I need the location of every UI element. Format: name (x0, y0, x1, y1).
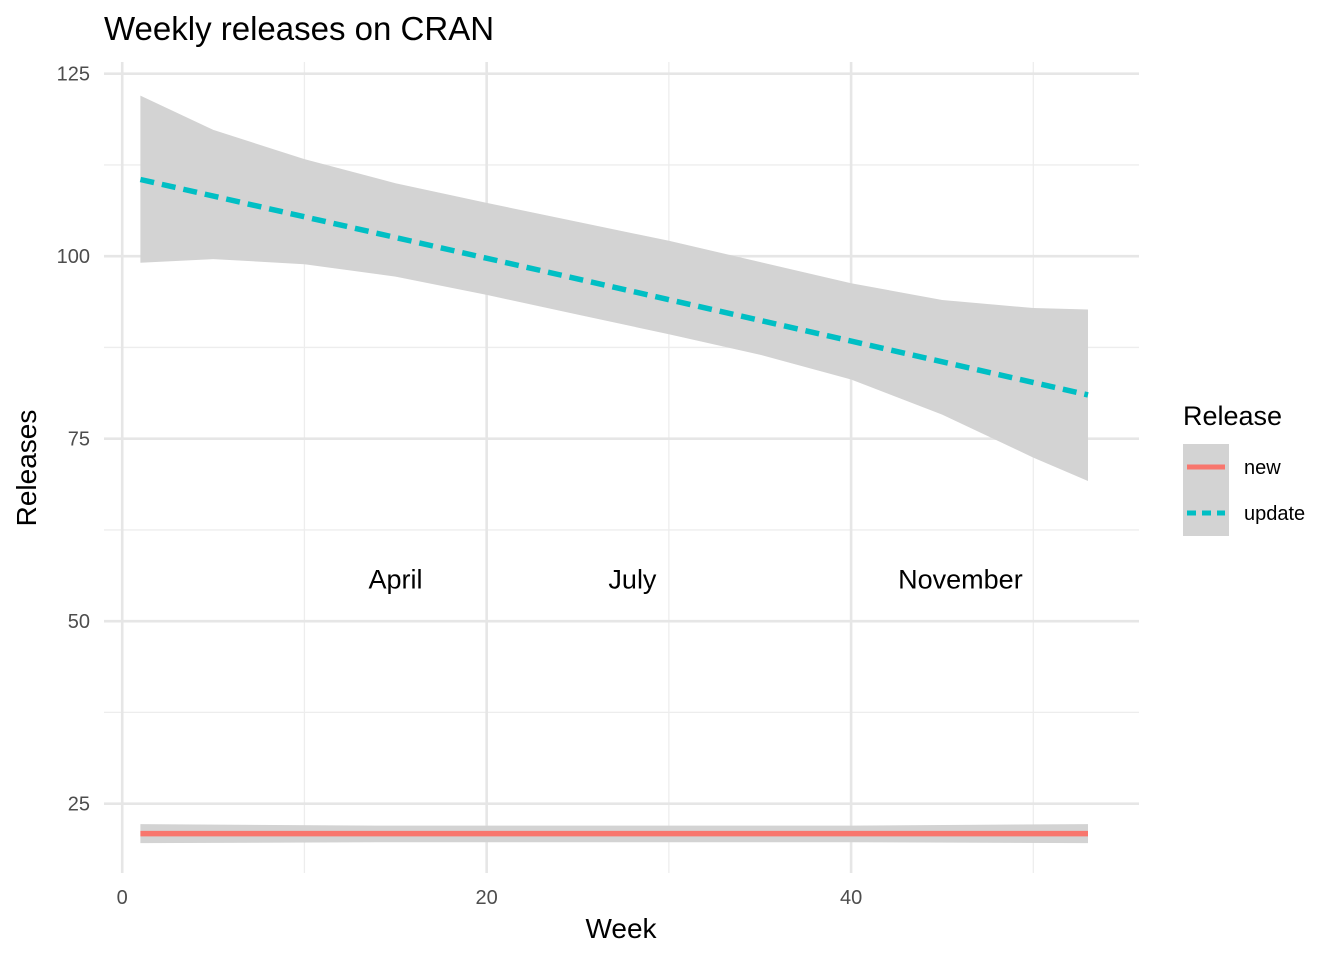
legend: Release new update (1183, 401, 1305, 536)
y-tick-label: 50 (68, 611, 90, 633)
legend-label: update (1244, 503, 1305, 525)
y-tick-label: 75 (68, 429, 90, 451)
legend-label: new (1244, 457, 1281, 479)
y-axis-ticks: 25 50 75 100 125 (57, 64, 90, 816)
legend-keys: new update (1183, 444, 1305, 536)
confidence-ribbons (140, 95, 1088, 844)
series-lines (139, 176, 1089, 837)
x-tick-label: 40 (840, 887, 862, 909)
x-tick-label: 20 (476, 887, 498, 909)
legend-title: Release (1183, 401, 1282, 431)
plot-area: April July November (104, 62, 1139, 873)
y-tick-label: 125 (57, 64, 90, 86)
annotation-label: July (608, 564, 657, 594)
y-tick-label: 25 (68, 794, 90, 816)
line-update (139, 176, 1089, 398)
annotation-label: November (898, 564, 1023, 594)
annotations: April July November (369, 564, 1023, 594)
x-axis-title: Week (585, 913, 657, 944)
x-tick-label: 0 (117, 887, 128, 909)
y-axis-title: Releases (11, 410, 42, 527)
annotation-label: April (369, 564, 423, 594)
chart-title: Weekly releases on CRAN (104, 10, 494, 47)
x-axis-ticks: 0 20 40 (117, 887, 863, 909)
y-tick-label: 100 (57, 246, 90, 268)
